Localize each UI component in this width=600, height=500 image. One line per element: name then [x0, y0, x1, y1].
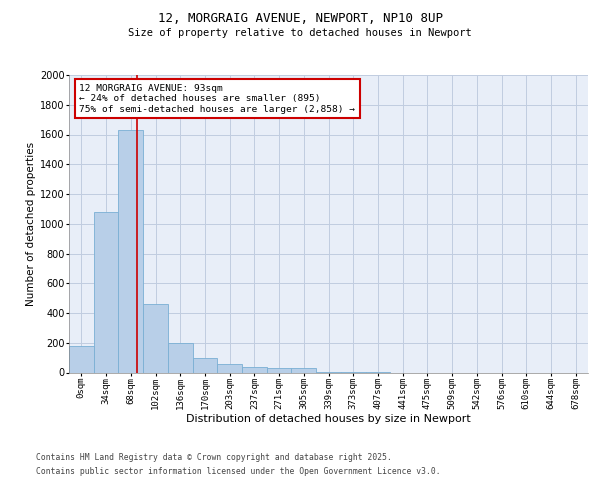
- Bar: [217, 364, 242, 372]
- Bar: [94, 212, 118, 372]
- Text: 12 MORGRAIG AVENUE: 93sqm
← 24% of detached houses are smaller (895)
75% of semi: 12 MORGRAIG AVENUE: 93sqm ← 24% of detac…: [79, 84, 355, 114]
- Text: Size of property relative to detached houses in Newport: Size of property relative to detached ho…: [128, 28, 472, 38]
- Bar: [242, 366, 267, 372]
- Bar: [267, 368, 292, 372]
- Bar: [143, 304, 168, 372]
- Bar: [193, 358, 217, 372]
- Text: Contains HM Land Registry data © Crown copyright and database right 2025.: Contains HM Land Registry data © Crown c…: [36, 452, 392, 462]
- Bar: [69, 346, 94, 372]
- Text: Contains public sector information licensed under the Open Government Licence v3: Contains public sector information licen…: [36, 468, 440, 476]
- X-axis label: Distribution of detached houses by size in Newport: Distribution of detached houses by size …: [186, 414, 471, 424]
- Y-axis label: Number of detached properties: Number of detached properties: [26, 142, 36, 306]
- Bar: [292, 368, 316, 372]
- Bar: [118, 130, 143, 372]
- Bar: [168, 343, 193, 372]
- Text: 12, MORGRAIG AVENUE, NEWPORT, NP10 8UP: 12, MORGRAIG AVENUE, NEWPORT, NP10 8UP: [157, 12, 443, 26]
